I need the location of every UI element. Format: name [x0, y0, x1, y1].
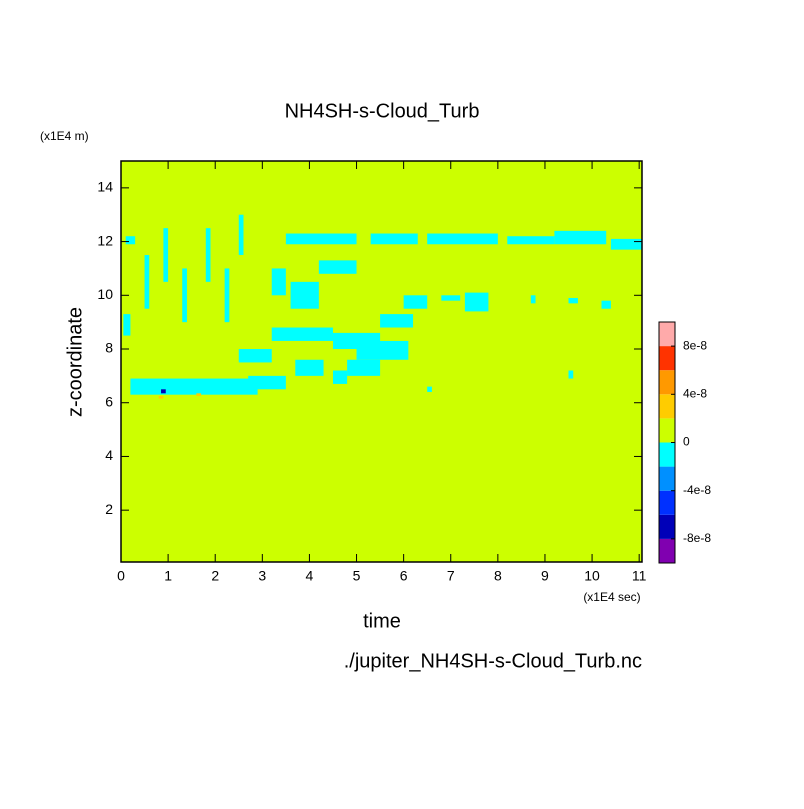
contour-region [130, 378, 258, 395]
colorbar-tick-label: 4e-8 [683, 386, 707, 400]
y-unit: (x1E4 m) [40, 129, 89, 143]
colorbar-bin [659, 370, 675, 395]
contour-region [271, 327, 333, 341]
x-tick-label: 9 [541, 568, 549, 584]
contour-region [530, 295, 536, 304]
colorbar-bin [659, 346, 675, 371]
colorbar-bin [659, 538, 675, 563]
field-background [121, 161, 642, 562]
contour-region [318, 260, 357, 274]
colorbar-tick-label: -4e-8 [683, 483, 711, 497]
contour-region [427, 233, 498, 245]
contour-region [158, 396, 164, 399]
x-tick-label: 0 [117, 568, 125, 584]
x-tick-label: 1 [164, 568, 172, 584]
contour-region [554, 230, 607, 245]
contour-region [464, 292, 489, 312]
colorbar-tick-label: 0 [683, 435, 690, 449]
x-tick-label: 2 [211, 568, 219, 584]
contour-region [238, 214, 244, 256]
colorbar-bin [659, 514, 675, 539]
contour-region [196, 393, 202, 397]
x-axis-label: time [363, 610, 401, 632]
y-tick-label: 8 [105, 340, 113, 356]
contour-region [568, 297, 578, 304]
y-tick-label: 10 [97, 286, 113, 302]
x-tick-label: 10 [584, 568, 600, 584]
contour-region [332, 370, 348, 384]
chart-title: NH4SH-s-Cloud_Turb [285, 100, 480, 122]
y-tick-label: 2 [105, 501, 113, 517]
contour-region [380, 314, 414, 328]
contour-region [123, 314, 131, 336]
x-unit: (x1E4 sec) [583, 590, 640, 604]
y-tick-label: 6 [105, 393, 113, 409]
contour-region [568, 370, 574, 379]
contour-region [610, 238, 642, 250]
contour-region [248, 375, 286, 390]
contour-region [295, 359, 324, 376]
x-tick-label: 7 [447, 568, 455, 584]
colorbar-bin [659, 418, 675, 443]
y-tick-label: 12 [97, 232, 113, 248]
contour-region [601, 300, 611, 309]
contour-region [163, 228, 169, 282]
contour-region [224, 268, 230, 323]
y-tick-label: 14 [97, 179, 113, 195]
contour-region [347, 359, 381, 376]
contour-region [182, 268, 187, 323]
contour-region [290, 281, 319, 309]
contour-region [356, 340, 409, 360]
source-file: ./jupiter_NH4SH-s-Cloud_Turb.nc [344, 650, 642, 672]
x-tick-label: 6 [400, 568, 408, 584]
contour-region [441, 295, 461, 301]
contour-region [370, 233, 418, 245]
x-tick-label: 4 [306, 568, 314, 584]
colorbar-bin [659, 490, 675, 515]
y-tick-label: 4 [105, 447, 113, 463]
contour-region [403, 295, 428, 309]
contour-region [238, 349, 272, 363]
x-tick-label: 11 [632, 568, 647, 584]
contour-region [205, 228, 211, 282]
colorbar-bin [659, 394, 675, 419]
x-tick-label: 8 [494, 568, 502, 584]
x-tick-label: 5 [353, 568, 361, 584]
contour-region [271, 268, 286, 296]
contour-region [125, 236, 136, 245]
colorbar-tick-label: -8e-8 [683, 531, 711, 545]
plot-frame [120, 160, 643, 563]
y-axis-label: z-coordinate [64, 307, 86, 417]
contour-region [285, 233, 357, 245]
contour-region [507, 236, 555, 245]
colorbar-bin [659, 466, 675, 491]
colorbar-bin [659, 322, 675, 347]
contour-region [427, 386, 432, 392]
contour-region [161, 389, 166, 394]
colorbar-tick-label: 8e-8 [683, 338, 707, 352]
x-tick-label: 3 [258, 568, 266, 584]
colorbar-bin [659, 442, 675, 467]
contour-region [144, 255, 150, 309]
